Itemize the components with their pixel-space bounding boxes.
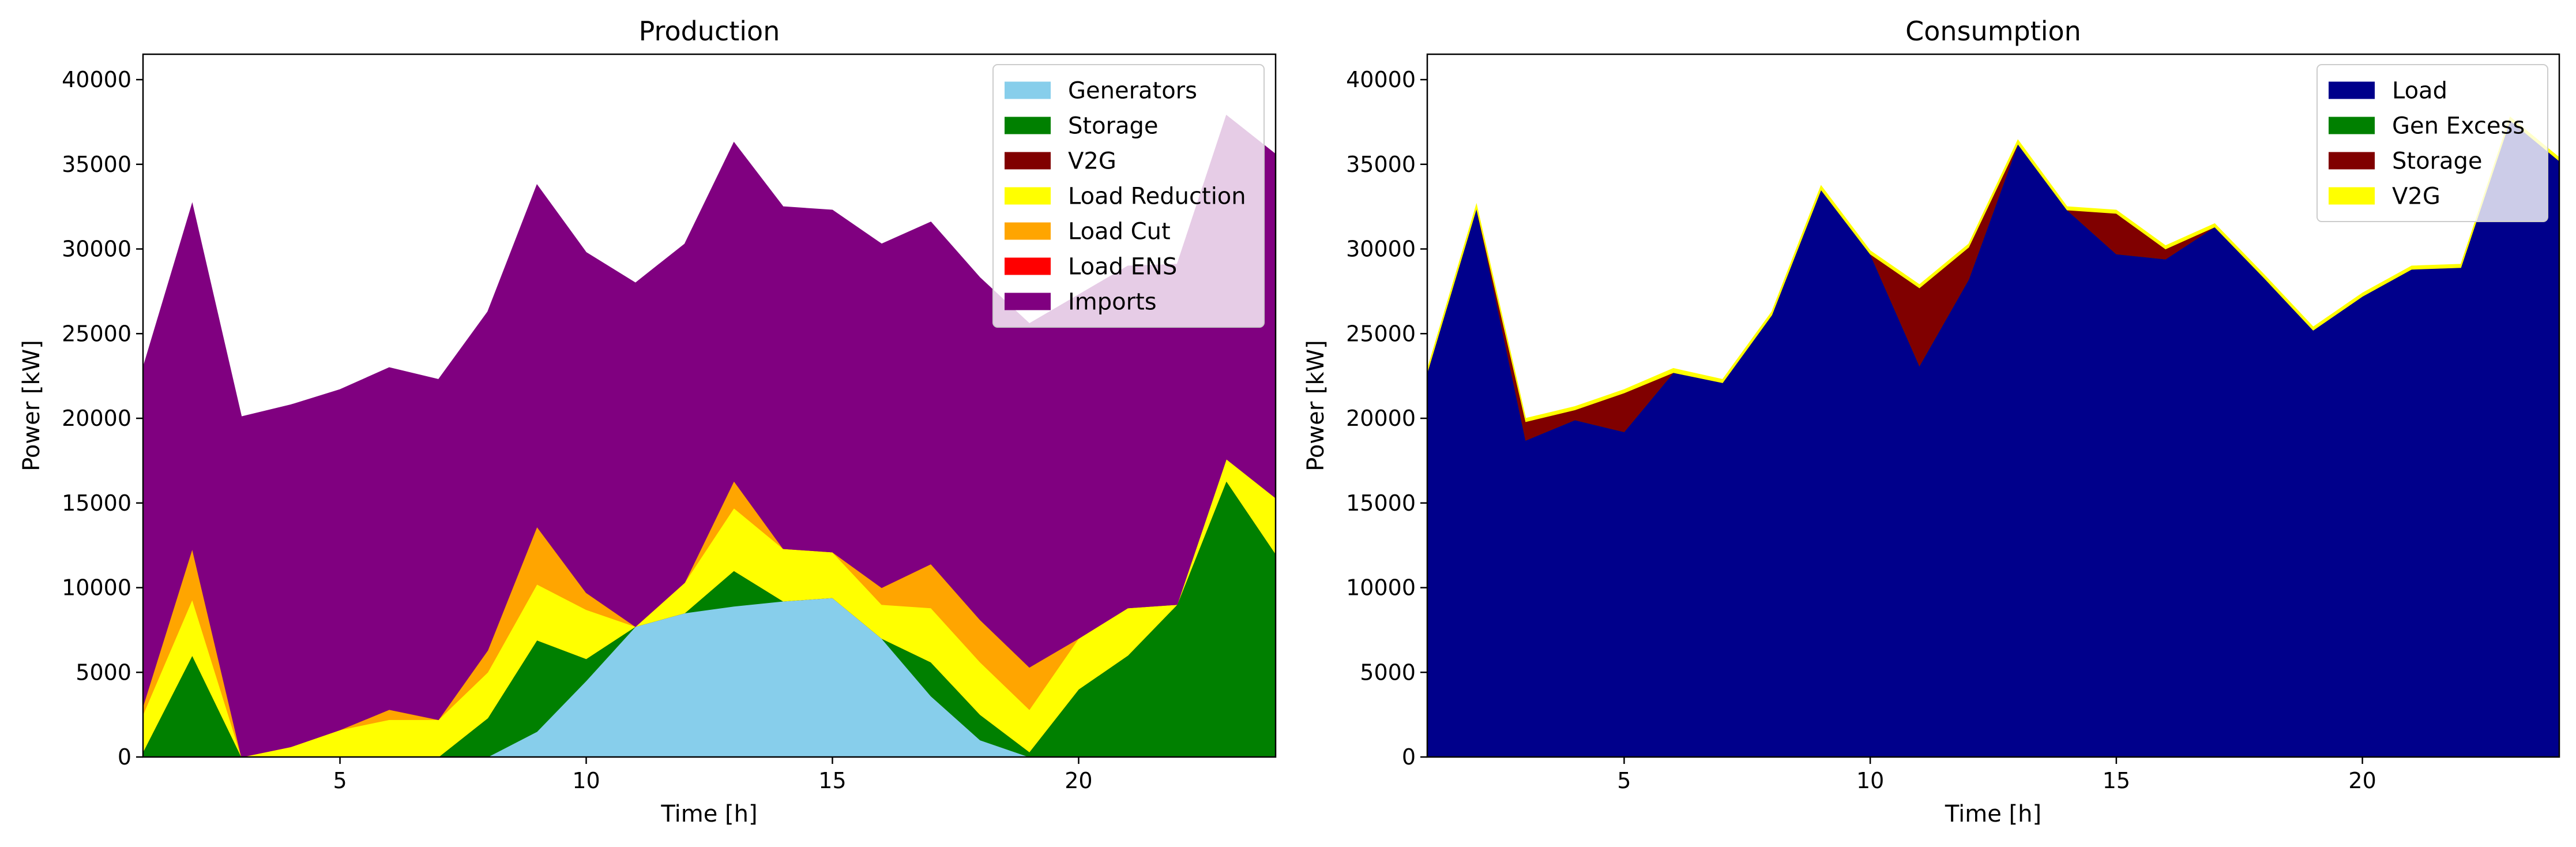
consumption-legend-label: V2G	[2392, 183, 2440, 210]
consumption-plot-frame	[1426, 53, 2560, 758]
consumption-legend-label: Storage	[2392, 148, 2483, 175]
production-legend: Generators Storage V2G Load Reduction Load C…	[992, 64, 1265, 328]
production-legend-swatch	[1005, 187, 1051, 205]
production-legend-label: Load ENS	[1068, 254, 1177, 280]
consumption-chart: 0 5000 10000 15000 20000 25000 30000 35000 40000…	[1303, 16, 2560, 827]
production-ytick-label: 35000	[62, 152, 131, 177]
consumption-legend-label: Load	[2392, 78, 2447, 104]
production-xtick-label: 10	[572, 768, 600, 793]
production-legend-swatch	[1005, 81, 1051, 99]
production-ytick-label: 10000	[62, 575, 131, 601]
consumption-ytick-label: 10000	[1346, 575, 1416, 601]
consumption-legend-box	[2316, 64, 2548, 222]
production-xtick-label: 5	[333, 768, 347, 793]
consumption-legend-swatch	[2329, 152, 2375, 170]
production-legend-label: Imports	[1068, 289, 1157, 316]
consumption-legend: Load Gen Excess Storage V2G	[2316, 64, 2548, 222]
production-legend-label: Load Cut	[1068, 219, 1171, 245]
consumption-ytick-label: 35000	[1346, 152, 1416, 177]
production-ytick-label: 25000	[62, 321, 131, 346]
consumption-xtick-label: 20	[2348, 768, 2376, 793]
production-legend-swatch	[1005, 257, 1051, 275]
production-legend-label: Load Reduction	[1068, 183, 1246, 210]
production-legend-label: Generators	[1068, 78, 1197, 104]
consumption-ytick-label: 0	[1402, 744, 1416, 770]
production-ytick-label: 30000	[62, 237, 131, 262]
production-ytick-label: 5000	[76, 659, 131, 685]
production-ytick-label: 15000	[62, 490, 131, 516]
consumption-title: Consumption	[1905, 16, 2081, 47]
consumption-xtick-label: 10	[1856, 768, 1884, 793]
production-areas	[142, 114, 1276, 758]
consumption-xlabel: Time [h]	[1945, 801, 2041, 827]
consumption-legend-swatch	[2329, 81, 2375, 99]
consumption-legend-swatch	[2329, 117, 2375, 134]
consumption-ytick-label: 25000	[1346, 321, 1416, 346]
consumption-legend-swatch	[2329, 187, 2375, 205]
production-legend-box	[992, 64, 1265, 328]
production-legend-swatch	[1005, 293, 1051, 310]
production-chart: 0 5000 10000 15000 20000 25000 30000 35000 40000…	[18, 16, 1277, 827]
production-ylabel: Power [kW]	[18, 340, 45, 471]
production-ytick-label: 0	[118, 744, 131, 770]
consumption-ytick-label: 40000	[1346, 67, 1416, 92]
production-legend-swatch	[1005, 152, 1051, 170]
production-xtick-label: 20	[1065, 768, 1092, 793]
production-plot-frame	[142, 53, 1277, 758]
production-ytick-label: 20000	[62, 406, 131, 431]
production-xlabel: Time [h]	[660, 801, 757, 827]
consumption-ytick-label: 5000	[1360, 659, 1416, 685]
production-ytick-label: 40000	[62, 67, 131, 92]
consumption-ylabel: Power [kW]	[1303, 340, 1329, 471]
consumption-ytick-label: 30000	[1346, 237, 1416, 262]
production-title: Production	[639, 16, 780, 47]
consumption-xtick-label: 15	[2103, 768, 2130, 793]
production-legend-label: V2G	[1068, 148, 1116, 175]
consumption-ytick-label: 20000	[1346, 406, 1416, 431]
consumption-xtick-label: 5	[1617, 768, 1631, 793]
consumption-ytick-label: 15000	[1346, 490, 1416, 516]
production-legend-swatch	[1005, 222, 1051, 240]
production-legend-label: Storage	[1068, 113, 1159, 140]
consumption-legend-label: Gen Excess	[2392, 113, 2525, 140]
production-xtick-label: 15	[818, 768, 846, 793]
production-legend-swatch	[1005, 117, 1051, 134]
